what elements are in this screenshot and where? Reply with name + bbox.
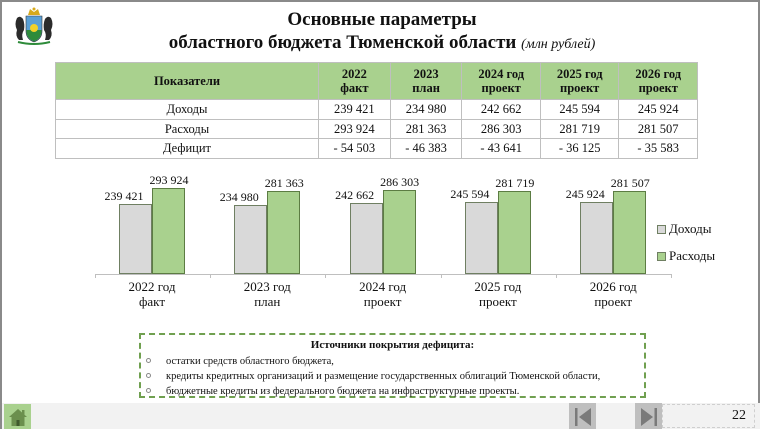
circle-bullet-icon [146,388,151,393]
page-title: Основные параметры областного бюджета Тю… [102,8,662,56]
cell-value: 242 662 [461,99,541,120]
table-header-row: Показатели 2022 факт 2023 план 2024 год про… [55,62,698,100]
column-header-2022: 2022 факт [318,62,391,100]
legend-item-expenses: Расходы [657,248,715,263]
row-label: Доходы [55,99,319,120]
deficit-sources-box: Источники покрытия дефицита: остатки сре… [139,333,646,398]
bar-expenses [382,190,416,274]
data-label: 239 421 [104,189,144,203]
chart-legend: Доходы Расходы [657,221,715,276]
x-axis-tick [440,274,442,278]
column-header-2026: 2026 год проект [618,62,698,100]
deficit-sources-title: Источники покрытия дефицита: [310,339,475,351]
column-header-2024: 2024 год проект [461,62,541,100]
data-label: 234 980 [219,190,259,204]
x-axis-category-label: 2023 год план [243,279,291,309]
x-axis-category-label: 2022 год факт [128,279,176,309]
x-axis-tick [210,274,212,278]
cell-value: 293 924 [318,118,391,139]
cell-value: - 54 503 [318,138,391,159]
bar-income [580,202,614,274]
x-axis-category-label: 2024 год проект [359,279,407,309]
page-number: 22 [662,404,755,428]
home-button[interactable] [4,404,31,429]
data-label: 286 303 [380,175,420,189]
table-row-income: Доходы 239 421 234 980 242 662 245 594 2… [55,99,698,120]
circle-bullet-icon [146,358,151,363]
x-axis-tick [671,274,672,278]
bar-income [464,202,498,274]
cell-value: 234 980 [389,99,463,120]
cell-value: 281 363 [389,118,463,139]
cell-value: - 46 383 [389,138,463,159]
data-label: 245 594 [450,187,490,201]
bar-expenses [267,191,301,274]
bar-expenses [497,191,531,274]
previous-slide-icon [574,407,591,426]
cell-value: 281 507 [618,118,698,139]
bar-income [234,205,268,274]
list-item: бюджетные кредиты из федерального бюджет… [141,384,644,399]
table-row-expenses: Расходы 293 924 281 363 286 303 281 719 … [55,118,698,139]
income-expenses-bar-chart: 239 421 293 924 2022 год факт 234 980 281 363… [2,167,760,317]
cell-value: - 36 125 [539,138,620,159]
data-label: 281 363 [264,176,304,190]
data-label: 242 662 [335,188,375,202]
title-line-1: Основные параметры [287,9,477,30]
data-label: 281 507 [610,176,650,190]
legend-swatch-income [657,224,666,234]
cell-value: 281 719 [539,118,620,139]
legend-item-income: Доходы [657,221,715,236]
x-axis-tick [325,274,327,278]
data-label: 281 719 [495,176,535,190]
cell-value: - 43 641 [461,138,541,159]
bar-expenses [152,188,185,274]
row-label: Расходы [55,118,319,139]
bar-income [119,204,152,274]
cell-value: 286 303 [461,118,541,139]
next-slide-icon [640,407,657,426]
cell-value: 239 421 [318,99,391,120]
list-item: кредиты кредитных организаций и размещен… [141,369,644,384]
data-label: 245 924 [565,187,605,201]
legend-swatch-expenses [657,251,666,261]
column-header-2025: 2025 год проект [539,62,620,100]
budget-parameters-table: Показатели 2022 факт 2023 план 2024 год про… [55,62,698,159]
x-axis-tick [95,274,96,278]
home-icon [8,409,27,426]
column-header-indicators: Показатели [55,62,319,100]
next-slide-button[interactable] [635,403,662,429]
x-axis [95,274,671,275]
bar-income [349,203,383,274]
column-header-2023: 2023 план [389,62,463,100]
title-line-2: областного бюджета Тюменской области (мл… [168,32,596,53]
cell-value: 245 924 [618,99,698,120]
row-label: Дефицит [55,138,319,159]
cell-value: 245 594 [539,99,620,120]
title-unit: (млн рублей) [521,37,596,52]
table-row-deficit: Дефицит - 54 503 - 46 383 - 43 641 - 36 … [55,138,698,159]
x-axis-tick [555,274,557,278]
cell-value: - 35 583 [618,138,698,159]
data-label: 293 924 [149,173,189,187]
coat-of-arms-icon [15,7,53,45]
slide-navigation-bar: 22 [2,403,760,429]
circle-bullet-icon [146,373,151,378]
x-axis-category-label: 2026 год проект [589,279,637,309]
x-axis-category-label: 2025 год проект [474,279,522,309]
previous-slide-button[interactable] [569,403,596,429]
bar-expenses [613,191,647,274]
list-item: остатки средств областного бюджета, [141,354,644,369]
